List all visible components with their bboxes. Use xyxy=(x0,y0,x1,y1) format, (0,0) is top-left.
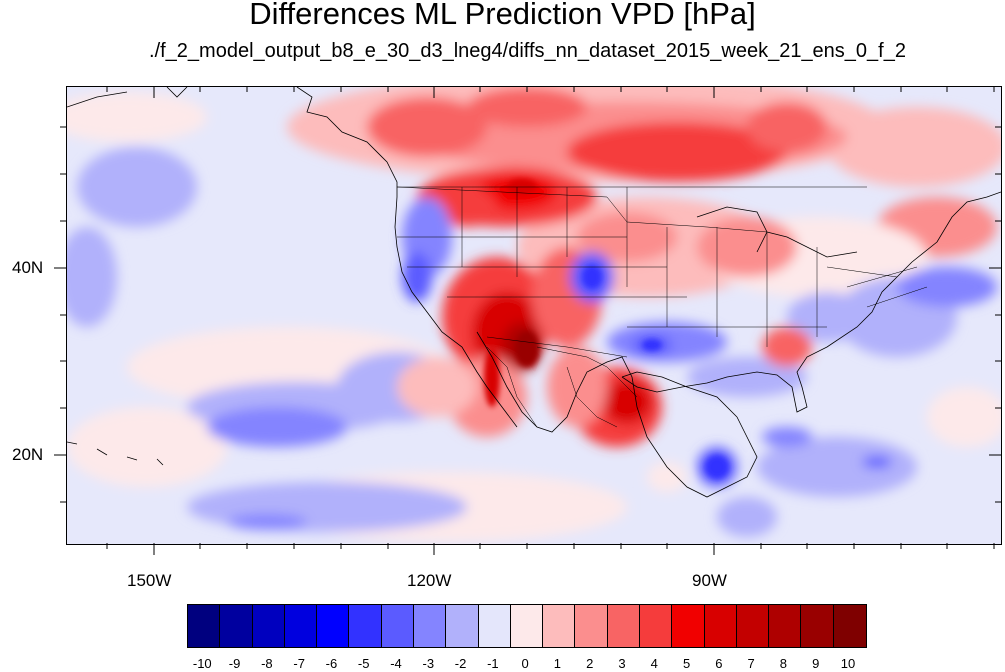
colorbar-box xyxy=(607,605,640,647)
map-panel xyxy=(66,86,1002,545)
colorbar-tick-label: 4 xyxy=(650,656,658,671)
colorbar-box xyxy=(510,605,544,647)
map-subtitle: ./f_2_model_output_b8_e_30_d3_lneg4/diff… xyxy=(149,40,906,62)
colorbar-tick-label: 10 xyxy=(840,656,856,671)
colorbar-tick-label: 6 xyxy=(715,656,723,671)
colorbar-box xyxy=(769,605,802,647)
colorbar-tick-label: 3 xyxy=(618,656,626,671)
colorbar-box xyxy=(220,605,253,647)
colorbar-tick-label: 2 xyxy=(586,656,594,671)
colorbar-tick-label: -7 xyxy=(293,656,305,671)
colorbar-tick-label: -2 xyxy=(454,656,467,671)
colorbar-box xyxy=(413,605,447,647)
difference-field xyxy=(67,87,1001,544)
colorbar-tick-label: -4 xyxy=(390,656,402,671)
colorbar-box xyxy=(704,605,737,647)
colorbar-tick-label: -3 xyxy=(422,656,435,671)
colorbar-box xyxy=(639,605,673,647)
colorbar-box xyxy=(543,605,576,647)
colorbar-box xyxy=(317,605,350,647)
colorbar-box xyxy=(381,605,414,647)
colorbar-box xyxy=(252,605,285,647)
lon-label-150w: 150W xyxy=(127,571,172,590)
colorbar-box xyxy=(446,605,479,647)
colorbar-tick-label: 0 xyxy=(521,656,529,671)
map-title: Differences ML Prediction VPD [hPa] xyxy=(249,0,756,31)
colorbar-tick-label: 8 xyxy=(779,656,788,671)
colorbar-tick-label: 1 xyxy=(553,656,562,671)
lat-label-40n: 40N xyxy=(12,258,44,277)
colorbar-tick-label: -1 xyxy=(487,656,499,671)
lon-label-120w: 120W xyxy=(407,571,452,590)
colorbar-tick-label: -8 xyxy=(261,656,273,671)
colorbar-box xyxy=(478,605,511,647)
colorbar-box xyxy=(833,605,866,647)
colorbar-tick-label: 9 xyxy=(812,656,820,671)
colorbar-tick-label: 5 xyxy=(682,656,691,671)
lon-label-90w: 90W xyxy=(692,571,727,590)
colorbar-box xyxy=(575,605,608,647)
colorbar-box xyxy=(801,605,834,647)
colorbar-box xyxy=(736,605,770,647)
colorbar-box xyxy=(188,605,221,647)
colorbar-box xyxy=(672,605,705,647)
colorbar-tick-label: -10 xyxy=(192,656,212,671)
colorbar-tick-label: -5 xyxy=(357,656,370,671)
colorbar-tick-label: -6 xyxy=(325,656,338,671)
lat-label-20n: 20N xyxy=(12,445,44,464)
colorbar-box xyxy=(284,605,318,647)
political-borders xyxy=(396,186,928,428)
colorbar-box xyxy=(349,605,382,647)
colorbar xyxy=(187,604,867,648)
colorbar-tick-label: 7 xyxy=(747,656,755,671)
colorbar-tick-label: -9 xyxy=(228,656,241,671)
coastline xyxy=(67,87,1001,498)
